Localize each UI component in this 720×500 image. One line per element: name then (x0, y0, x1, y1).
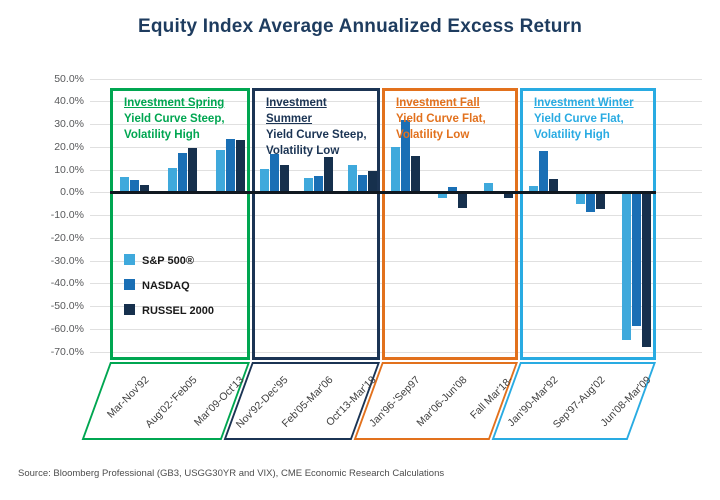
gridline (90, 283, 702, 285)
quadrant-subtitle: Yield Curve Steep, (266, 128, 367, 141)
quadrant-box-winter (520, 88, 656, 360)
bar (235, 140, 245, 193)
quadrant-subtitle: Volatility Low (266, 144, 340, 157)
legend-label: NASDAQ (142, 280, 190, 292)
bar (622, 194, 632, 340)
legend-swatch (124, 304, 135, 315)
quadrant-header-spring: Investment Spring Yield Curve Steep, Volat… (124, 96, 242, 144)
bar (529, 185, 539, 193)
gridline (90, 260, 702, 262)
bar (401, 119, 411, 193)
y-tick-label: -50.0% (50, 300, 84, 312)
quadrant-box-summer (252, 88, 380, 360)
gridline (90, 215, 702, 216)
bar (130, 180, 139, 193)
bar (314, 175, 324, 193)
quadrant-subtitle: Yield Curve Flat, (396, 112, 486, 125)
quadrant-title: Investment Winter (534, 97, 634, 109)
quadrant-title: Investment Summer (266, 97, 327, 125)
bar (576, 194, 586, 205)
quadrant-header-summer: Investment Summer Yield Curve Steep, Volat… (266, 96, 372, 159)
bar (168, 167, 178, 193)
quadrant-title: Investment Fall (396, 97, 480, 109)
bar (225, 139, 235, 193)
bar (259, 168, 269, 193)
bar (391, 147, 401, 193)
y-tick-label: 30.0% (54, 118, 84, 130)
bar (120, 176, 129, 193)
bar (324, 157, 334, 193)
bar (586, 194, 596, 213)
y-tick-label: -10.0% (50, 209, 84, 221)
gridline (90, 78, 702, 80)
bar (458, 194, 468, 208)
y-tick-label: 50.0% (54, 72, 84, 85)
bar (279, 165, 289, 193)
y-tick-label: 0.0% (60, 186, 84, 199)
quadrant-subtitle: Volatility High (124, 128, 200, 141)
y-tick-label: 20.0% (54, 140, 84, 153)
bar (304, 177, 314, 193)
legend-swatch (124, 279, 135, 290)
bar (215, 149, 225, 193)
gridline (90, 101, 702, 103)
quadrant-header-fall: Investment Fall Yield Curve Flat, Volatili… (396, 96, 510, 144)
legend-item: RUSSEL 2000 (124, 301, 214, 317)
y-tick-label: -60.0% (50, 322, 84, 335)
legend-label: S&P 500® (142, 255, 194, 267)
bar (596, 194, 606, 210)
legend-item: NASDAQ (124, 276, 190, 292)
bar (269, 154, 279, 193)
bar (504, 194, 514, 198)
zero-line (110, 191, 656, 195)
bar (140, 184, 149, 193)
source-note: Source: Bloomberg Professional (GB3, USG… (18, 468, 445, 479)
bar (438, 194, 448, 198)
bar (549, 179, 559, 193)
bar (632, 194, 642, 327)
legend-label: RUSSEL 2000 (142, 305, 214, 317)
legend-item: S&P 500® (124, 251, 194, 267)
quadrant-header-winter: Investment Winter Yield Curve Flat, Volati… (534, 96, 648, 144)
bar (178, 152, 188, 193)
chart-title: Equity Index Average Annualized Excess R… (137, 16, 582, 37)
quadrant-subtitle: Yield Curve Flat, (534, 112, 624, 125)
bar (484, 182, 494, 193)
y-tick-label: -20.0% (50, 231, 84, 244)
bar (367, 171, 377, 193)
gridline (90, 351, 702, 353)
gridline (90, 237, 702, 239)
bar (347, 165, 357, 193)
gridline (90, 124, 702, 125)
bar (357, 174, 367, 193)
quadrant-subtitle: Volatility Low (396, 128, 470, 141)
bar (448, 187, 458, 193)
bar (188, 148, 198, 193)
bar (411, 156, 421, 193)
quadrant-title: Investment Spring (124, 97, 225, 109)
y-tick-label: -40.0% (50, 277, 84, 290)
bar (539, 150, 549, 193)
quadrant-subtitle: Yield Curve Steep, (124, 112, 225, 125)
legend-swatch (124, 254, 135, 265)
gridline (90, 306, 702, 307)
quadrant-box-fall (382, 88, 518, 360)
y-tick-label: 40.0% (54, 95, 84, 108)
y-tick-label: -70.0% (50, 345, 84, 358)
quadrant-subtitle: Volatility High (534, 128, 610, 141)
gridline (90, 328, 702, 330)
quadrant-box-spring (110, 88, 250, 360)
y-tick-label: -30.0% (50, 254, 84, 267)
bar (642, 194, 652, 347)
y-tick-label: 10.0% (54, 163, 84, 176)
